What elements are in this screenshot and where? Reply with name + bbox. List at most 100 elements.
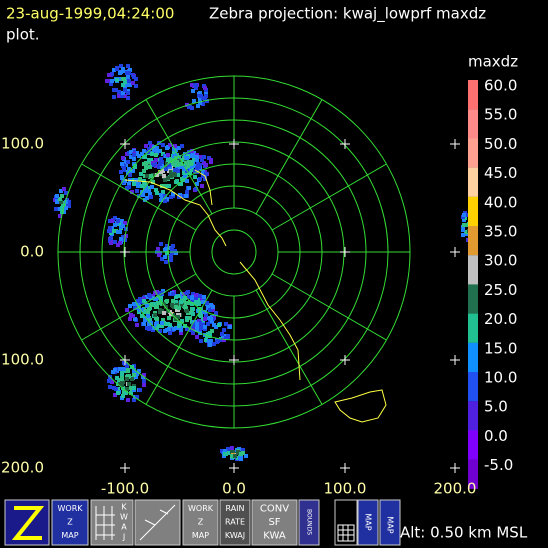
echo [108,226,112,230]
button-text: KWAJ [225,531,245,540]
echo [133,317,137,321]
echo [203,310,207,314]
echo [133,164,137,168]
radar-icon [139,504,176,541]
echo [137,304,141,308]
island [334,389,387,423]
echo [152,163,156,167]
x-tick-label: 100.0 [324,480,367,498]
echo [179,300,183,304]
echo [185,156,189,160]
echo [205,99,209,103]
map-button[interactable] [379,499,401,546]
echo [184,194,188,198]
echo [188,316,192,320]
echo [135,395,139,399]
work-map-button[interactable] [51,499,89,546]
colorbar-swatch [468,226,478,256]
echo [155,317,159,321]
echo [64,206,68,210]
colorbar-label: 10.0 [484,369,517,387]
echo [172,327,176,331]
echo [125,186,129,190]
echo [187,160,191,164]
echo [155,290,159,294]
echo [116,391,120,395]
echo [129,386,133,390]
colorbar-label: 30.0 [484,252,517,270]
colorbar: 60.0 55.0 50.0 45.0 40.0 35.0 30.0 25.0 20.0 15.0… [468,77,517,489]
echo [121,91,125,95]
echo [201,300,205,304]
grid-button[interactable] [334,499,358,546]
echo [204,172,208,176]
echo [191,292,195,296]
button-text: MAP [364,513,373,530]
echo [153,302,157,306]
bounds-button[interactable] [298,499,320,546]
echo [192,164,196,168]
echo [201,170,205,174]
echo [205,301,209,305]
spoke [81,163,197,231]
altitude: Alt: 0.50 km MSL [400,524,528,542]
echo [158,310,162,314]
cross [340,247,350,257]
coast-line [124,179,227,247]
echo [192,99,196,103]
echo [173,168,177,172]
map-button[interactable] [357,499,379,546]
echo [194,187,198,191]
conv-button[interactable] [251,499,298,546]
echo [180,144,184,148]
cross [450,139,460,149]
colorbar-label: 40.0 [484,193,517,211]
echo [166,153,170,157]
echo [169,254,173,258]
spoke [255,289,323,405]
colorbar-label: 15.0 [484,339,517,357]
echo [140,152,144,156]
echo [145,174,149,178]
echo [119,225,123,229]
echo [143,318,147,322]
echo [165,146,169,150]
echo [55,194,59,198]
echo [174,295,178,299]
echo [62,187,66,191]
echo [157,253,161,257]
rain-rate-button[interactable] [219,499,251,546]
button-text: MAP [61,531,78,540]
echo [202,295,206,299]
echo [55,200,59,204]
echo [126,75,130,79]
echo [127,374,131,378]
echo [170,247,174,251]
echo [121,156,125,160]
cross [120,463,130,473]
echo [174,300,178,304]
echo [156,247,160,251]
echo [163,178,167,182]
echo [186,301,190,305]
button-text: Z [198,518,204,527]
grid-crosses [120,139,460,473]
spoke [145,99,213,215]
echo [110,219,114,223]
echo [126,64,130,68]
echo [140,184,144,188]
echo [171,244,175,248]
echo [138,177,142,181]
echo [190,168,194,172]
echo [128,173,132,177]
echo [58,214,62,218]
echo [171,299,175,303]
echo [120,367,124,371]
echo [119,237,123,241]
echo [212,342,216,346]
echo [199,339,203,343]
echo [200,184,204,188]
work-map-button[interactable] [182,499,219,546]
echo [203,325,207,329]
echo [123,80,127,84]
